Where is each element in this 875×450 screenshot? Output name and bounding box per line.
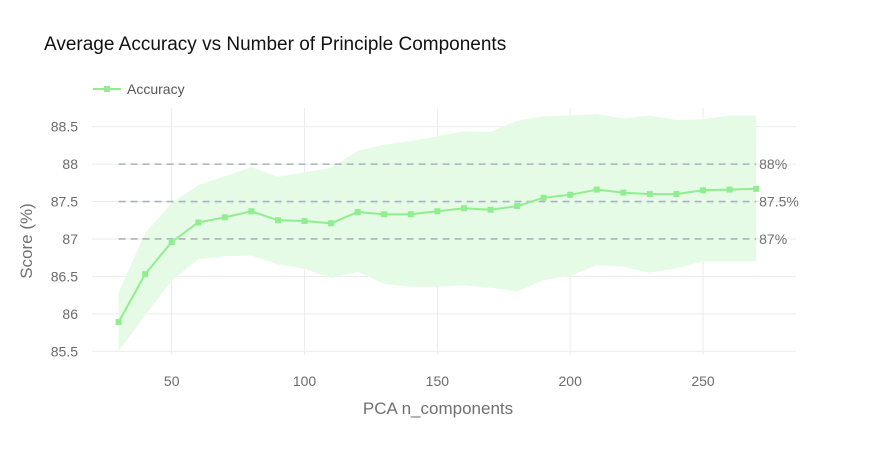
chart-title: Average Accuracy vs Number of Principle … (44, 34, 506, 55)
data-point (673, 191, 680, 198)
data-point (593, 186, 600, 193)
reference-line-label: 88% (759, 156, 787, 172)
x-tick-label: 50 (164, 373, 180, 389)
data-point (221, 214, 228, 221)
confidence-band-area (118, 114, 757, 352)
confidence-band (118, 114, 757, 352)
y-tick-label: 86.5 (51, 268, 78, 284)
y-tick-label: 86 (62, 306, 78, 322)
data-point (195, 219, 202, 226)
x-tick-label: 200 (559, 373, 583, 389)
data-point (487, 206, 494, 213)
data-point (248, 208, 255, 215)
y-tick-label: 85.5 (51, 343, 78, 359)
y-tick-label: 87.5 (51, 194, 78, 210)
x-axis-title: PCA n_components (363, 399, 513, 418)
data-point (381, 211, 388, 218)
data-point (646, 191, 653, 198)
series-markers (115, 185, 760, 326)
data-point (354, 209, 361, 216)
y-tick-label: 87 (62, 231, 78, 247)
data-point (620, 189, 627, 196)
data-point (142, 271, 149, 278)
reference-line-label: 87.5% (759, 194, 799, 210)
data-point (328, 220, 335, 227)
y-tick-label: 88.5 (51, 119, 78, 135)
legend-marker-accuracy (104, 86, 110, 92)
data-point (274, 217, 281, 224)
x-tick-label: 100 (293, 373, 317, 389)
data-point (168, 238, 175, 245)
reference-lines: 88% 87.5% 87% (118, 156, 799, 247)
data-point (460, 205, 467, 212)
data-point (514, 203, 521, 210)
y-tick-label: 88 (62, 156, 78, 172)
data-point (434, 208, 441, 215)
data-point (540, 194, 547, 201)
data-point (567, 191, 574, 198)
legend-label-accuracy: Accuracy (127, 81, 185, 97)
y-axis-title: Score (%) (17, 203, 36, 279)
legend[interactable]: Accuracy (93, 81, 185, 97)
data-point (301, 218, 308, 225)
data-point (753, 185, 760, 192)
x-tick-label: 150 (426, 373, 450, 389)
x-tick-label: 250 (691, 373, 715, 389)
data-point (115, 319, 122, 326)
data-point (700, 187, 707, 194)
data-point (726, 186, 733, 193)
data-point (407, 211, 414, 218)
reference-line-label: 87% (759, 231, 787, 247)
tick-labels: 50 100 150 200 250 85.5 86 86.5 87 87.5 88 88.5 (51, 119, 715, 389)
